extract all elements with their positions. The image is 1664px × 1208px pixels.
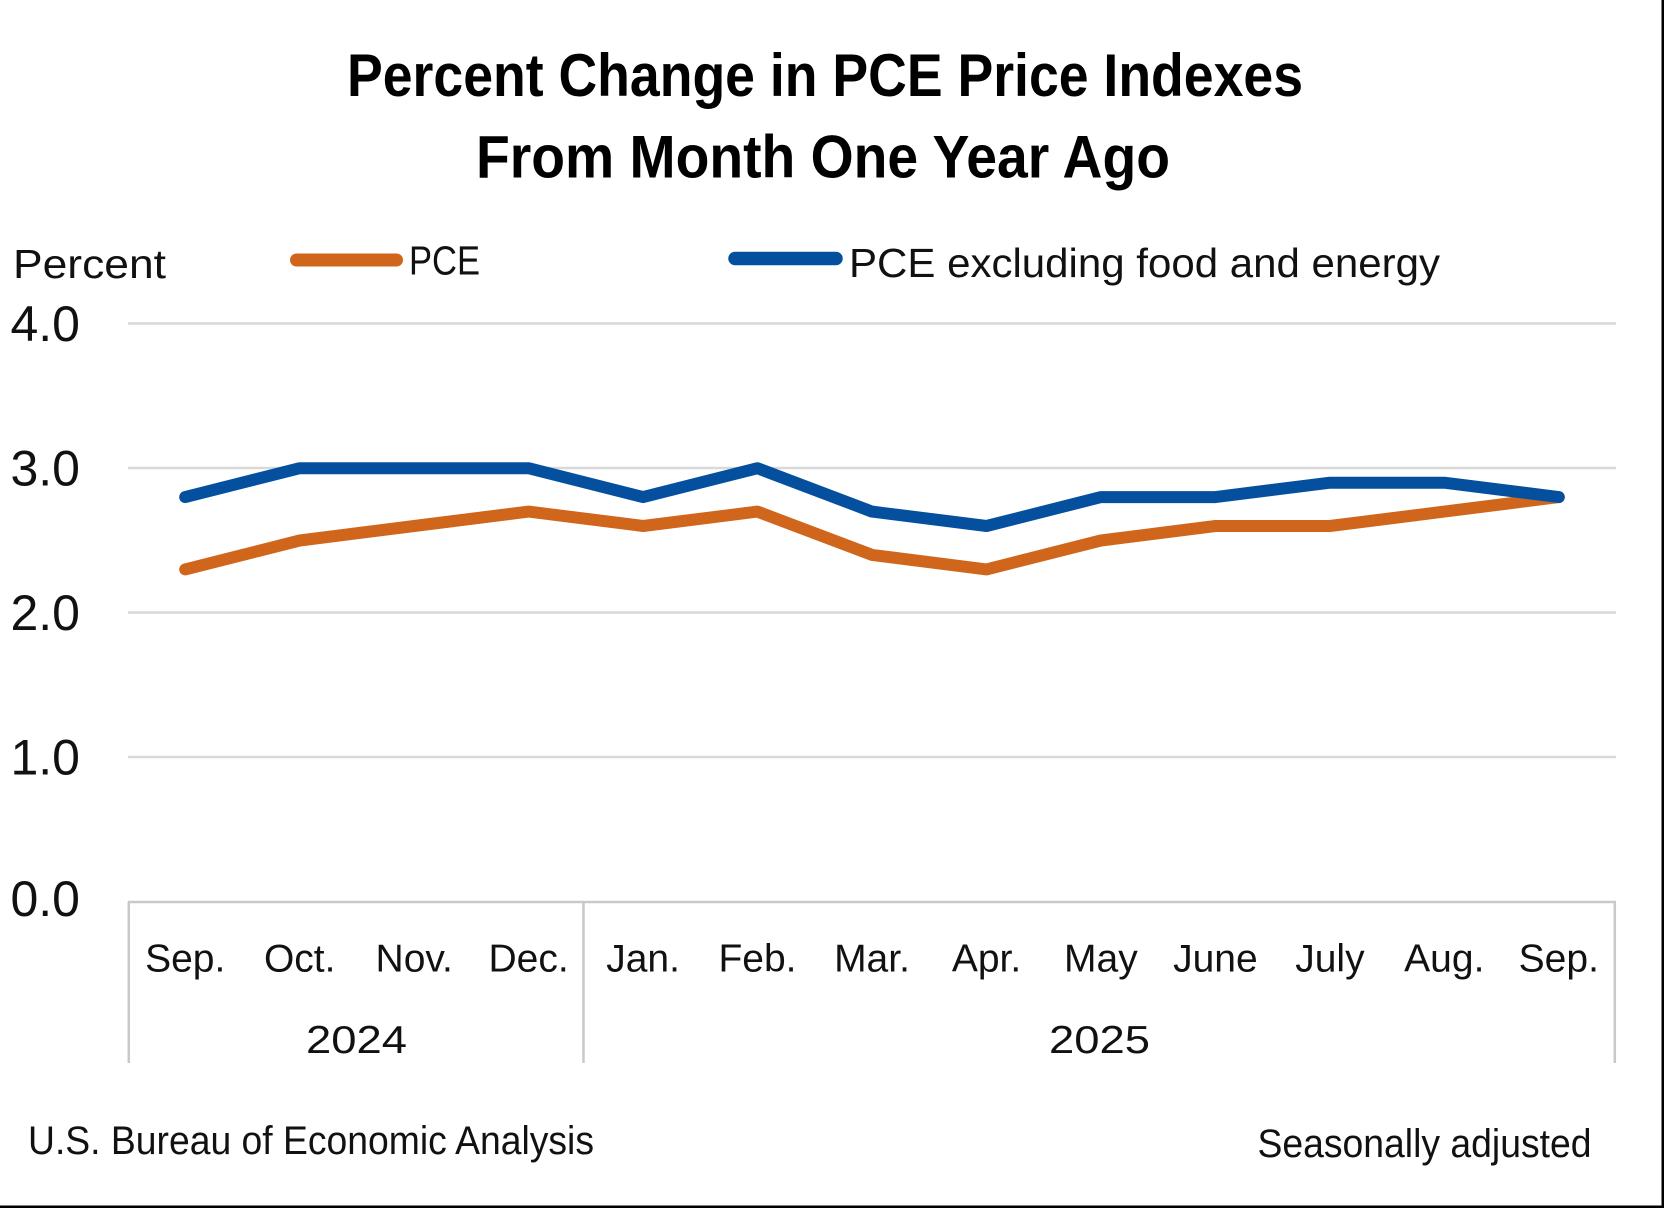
svg-text:Percent Change in PCE Price In: Percent Change in PCE Price Indexes [347,42,1303,109]
svg-text:Aug.: Aug. [1404,938,1484,981]
svg-text:Nov.: Nov. [376,938,453,981]
svg-text:July: July [1295,938,1365,981]
svg-text:From Month One Year Ago: From Month One Year Ago [476,124,1170,191]
svg-text:June: June [1173,938,1258,981]
svg-text:Percent: Percent [13,241,167,287]
svg-text:Sep.: Sep. [1519,938,1599,981]
svg-text:May: May [1064,938,1138,981]
svg-text:PCE excluding food and energy: PCE excluding food and energy [849,240,1441,286]
svg-text:Oct.: Oct. [264,938,336,981]
svg-text:Feb.: Feb. [718,938,796,981]
svg-text:2025: 2025 [1049,1019,1150,1062]
svg-text:PCE: PCE [409,238,480,284]
svg-text:Apr.: Apr. [952,938,1021,981]
svg-text:2024: 2024 [306,1019,407,1062]
svg-text:3.0: 3.0 [10,440,80,496]
svg-text:Mar.: Mar. [834,938,910,981]
svg-text:Sep.: Sep. [145,938,225,981]
svg-text:1.0: 1.0 [10,729,80,785]
svg-text:Jan.: Jan. [606,938,680,981]
svg-text:Seasonally adjusted: Seasonally adjusted [1258,1122,1592,1166]
svg-text:4.0: 4.0 [10,296,80,352]
svg-text:0.0: 0.0 [10,871,80,927]
svg-text:U.S. Bureau of Economic Analys: U.S. Bureau of Economic Analysis [28,1119,594,1163]
svg-text:Dec.: Dec. [488,938,568,981]
svg-text:2.0: 2.0 [10,585,80,641]
